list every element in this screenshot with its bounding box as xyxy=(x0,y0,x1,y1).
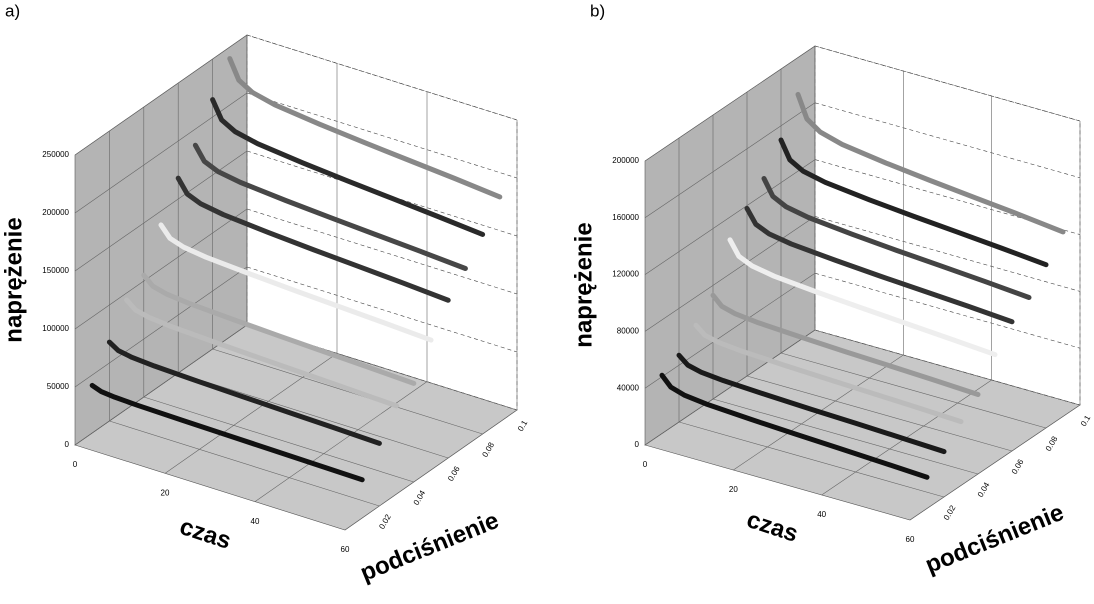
grid-line xyxy=(246,266,518,353)
grid-line xyxy=(143,396,414,483)
y-tick-label: 0.08 xyxy=(480,440,496,458)
z-tick-label: 0 xyxy=(635,440,640,449)
data-line xyxy=(710,292,981,397)
z-tick-label: 150000 xyxy=(42,266,69,275)
grid-line xyxy=(644,102,816,219)
grid-line xyxy=(814,216,1081,292)
y-tick-label: 0.04 xyxy=(412,488,428,506)
z-tick-label: 160000 xyxy=(612,213,639,222)
x-tick-label: 60 xyxy=(906,535,915,544)
y-tick-label: 0.02 xyxy=(377,512,393,530)
grid-line xyxy=(246,92,518,179)
z-tick-label: 40000 xyxy=(617,383,640,392)
grid-line xyxy=(644,159,816,275)
z-axis-title: naprężenie xyxy=(0,217,27,342)
data-line xyxy=(175,175,451,303)
z-tick-label: 0 xyxy=(65,440,70,449)
y-tick-label: 0.02 xyxy=(942,503,958,521)
grid-line xyxy=(644,45,816,162)
x-tick-label: 0 xyxy=(73,460,78,469)
grid-line xyxy=(246,34,518,121)
data-line xyxy=(778,137,1049,268)
data-line xyxy=(227,56,503,200)
x-tick-label: 20 xyxy=(161,488,170,497)
y-tick-label: 0.04 xyxy=(976,480,992,498)
grid-line xyxy=(814,45,1081,122)
grid-line xyxy=(712,398,979,475)
panel-label: a) xyxy=(5,1,20,20)
grid-line xyxy=(246,208,518,295)
y-axis-title: podciśnienie xyxy=(921,499,1067,579)
z-tick-label: 120000 xyxy=(612,270,639,279)
grid-line xyxy=(909,404,1081,521)
y-tick-label: 0.08 xyxy=(1044,434,1060,452)
x-tick-label: 20 xyxy=(729,485,738,494)
data-line xyxy=(141,272,417,386)
y-axis-title: podciśnienie xyxy=(356,507,502,587)
grid-line xyxy=(644,329,816,446)
x-tick-label: 40 xyxy=(817,510,826,519)
z-axis-title: naprężenie xyxy=(570,222,597,347)
grid-line xyxy=(74,266,248,388)
grid-line xyxy=(74,208,248,330)
grid-line xyxy=(74,34,248,156)
chart-panel: 0 40000 80000 120000 160000 200000 0 20 40 60 0.02… xyxy=(570,1,1092,578)
z-tick-label: 250000 xyxy=(42,150,69,159)
x-axis-title: czas xyxy=(743,506,801,548)
grid-line xyxy=(814,159,1081,235)
grid-line xyxy=(178,372,449,459)
data-line xyxy=(659,372,930,480)
grid-line xyxy=(814,329,1081,406)
grid-line xyxy=(254,381,428,502)
x-tick-label: 60 xyxy=(341,545,350,554)
grid-line xyxy=(212,348,483,435)
grid-line xyxy=(678,421,945,498)
grid-line xyxy=(644,272,816,389)
x-axis-title: czas xyxy=(176,513,234,555)
data-line xyxy=(795,91,1066,235)
data-line xyxy=(192,142,468,272)
data-line xyxy=(89,382,365,483)
data-line xyxy=(727,237,998,358)
y-tick-label: 0.06 xyxy=(446,464,462,482)
data-line xyxy=(693,322,964,425)
z-tick-label: 80000 xyxy=(617,327,640,336)
y-tick-label: 0.1 xyxy=(516,418,530,433)
x-tick-label: 40 xyxy=(251,517,260,526)
panel-label: b) xyxy=(590,1,605,20)
y-tick-label: 0.06 xyxy=(1010,457,1026,475)
data-line xyxy=(124,297,400,409)
grid-line xyxy=(344,409,518,531)
data-line xyxy=(761,175,1032,300)
data-line xyxy=(744,205,1015,325)
data-line xyxy=(106,339,382,446)
z-tick-label: 200000 xyxy=(42,208,69,217)
grid-line xyxy=(746,375,1013,452)
y-tick-label: 0.1 xyxy=(1079,413,1093,428)
data-line xyxy=(676,352,947,455)
z-tick-label: 100000 xyxy=(42,324,69,333)
grid-line xyxy=(644,216,816,332)
grid-line xyxy=(109,420,380,507)
grid-line xyxy=(814,102,1081,179)
x-tick-label: 0 xyxy=(643,460,648,469)
data-line xyxy=(158,222,434,343)
z-tick-label: 50000 xyxy=(47,382,70,391)
grid-line xyxy=(814,272,1081,349)
chart-panel: 0 50000 100000 150000 200000 250000 0 20 40 60 0.0… xyxy=(0,1,529,586)
data-line xyxy=(210,97,486,237)
grid-line xyxy=(780,352,1047,429)
z-tick-label: 200000 xyxy=(612,156,639,165)
